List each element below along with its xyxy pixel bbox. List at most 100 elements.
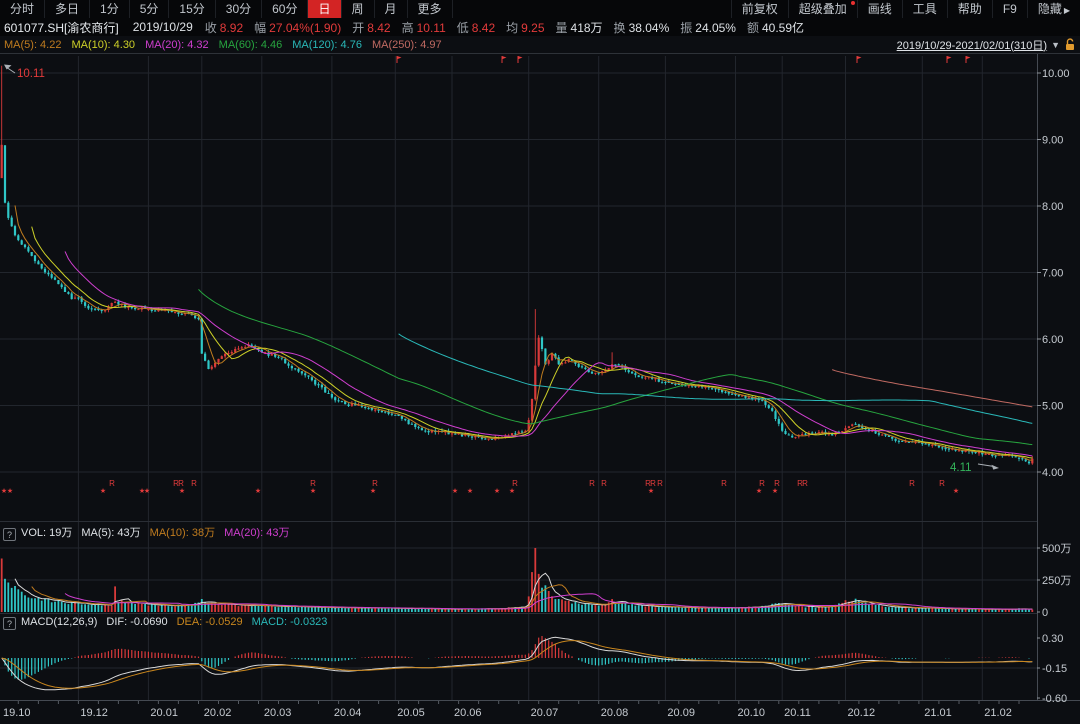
svg-text:R: R [191,479,197,488]
svg-text:R: R [512,479,518,488]
period-tab-1分[interactable]: 1分 [90,0,130,18]
svg-text:R: R [909,479,915,488]
ma-legend-item: MA(60): 4.46 [219,39,283,51]
right-axis-labels: 10.009.008.007.006.005.004.00500万250万00.… [1037,68,1071,705]
period-tab-周[interactable]: 周 [342,0,375,18]
svg-text:R: R [650,479,656,488]
svg-text:21.02: 21.02 [984,707,1012,719]
date-range-controls: 2019/10/29-2021/02/01(310日) ▼ [897,37,1076,53]
ma-legend-item: MA(20): 4.32 [145,39,209,51]
svg-text:★: ★ [7,487,13,495]
x-axis: 19.1019.1220.0120.0220.0320.0420.0520.06… [3,701,1019,719]
quote-field-value: 8.92 [220,21,243,35]
svg-text:9.00: 9.00 [1042,135,1063,147]
annotations: 10.114.11 [4,65,999,475]
svg-text:R: R [310,479,316,488]
quote-field-高: 高10.11 [402,21,446,35]
svg-text:R: R [802,479,808,488]
svg-text:20.12: 20.12 [848,707,876,719]
svg-text:8.00: 8.00 [1042,201,1063,213]
tool-button-帮助[interactable]: 帮助 [947,0,992,18]
svg-text:-0.60: -0.60 [1042,693,1067,705]
svg-text:★: ★ [370,487,376,495]
svg-text:★: ★ [452,487,458,495]
svg-text:★: ★ [648,487,654,495]
tool-button-画线[interactable]: 画线 [857,0,902,18]
quote-field-幅: 幅27.04%(1.90) [254,21,341,35]
quote-field-label: 振 [680,21,692,35]
svg-text:★: ★ [756,487,762,495]
quote-field-label: 收 [205,21,217,35]
svg-text:19.10: 19.10 [3,707,31,719]
svg-text:20.06: 20.06 [454,707,482,719]
period-tab-5分[interactable]: 5分 [130,0,170,18]
quote-field-额: 额40.59亿 [747,21,804,35]
svg-text:20.11: 20.11 [784,707,811,719]
period-tab-30分[interactable]: 30分 [216,0,262,18]
ma-legend-item: MA(120): 4.76 [292,39,362,51]
period-tab-多日[interactable]: 多日 [45,0,90,18]
svg-text:20.02: 20.02 [204,707,232,719]
svg-text:4.00: 4.00 [1042,467,1063,479]
svg-text:7.00: 7.00 [1042,268,1063,280]
macd-legend-item: DIF: -0.0690 [106,616,167,628]
chevron-down-icon[interactable]: ▼ [1051,40,1060,50]
svg-text:500万: 500万 [1042,543,1071,555]
macd-legend-item: DEA: -0.0529 [177,616,243,628]
svg-text:0.30: 0.30 [1042,633,1063,645]
notification-dot-icon [851,1,855,5]
svg-text:10.00: 10.00 [1042,68,1070,80]
tool-button-超级叠加[interactable]: 超级叠加 [788,0,857,18]
unlock-icon[interactable] [1064,38,1076,51]
tool-button-隐藏[interactable]: 隐藏▶ [1027,0,1080,18]
quote-field-换: 换38.04% [614,21,670,35]
svg-text:★: ★ [179,487,185,495]
period-tab-60分[interactable]: 60分 [262,0,308,18]
ma-legend-item: MA(250): 4.97 [372,39,442,51]
svg-text:20.09: 20.09 [667,707,695,719]
period-tab-月[interactable]: 月 [375,0,408,18]
quote-field-收: 收8.92 [205,21,243,35]
ma-legend-bar: MA(5): 4.22MA(10): 4.30MA(20): 4.32MA(60… [0,36,1080,53]
quote-field-value: 10.11 [417,21,446,35]
volume-legend-item: MA(20): 43万 [224,527,289,539]
svg-text:★: ★ [467,487,473,495]
quote-info-bar: 601077.SH[渝农商行] 2019/10/29 收8.92幅27.04%(… [0,18,1080,36]
svg-text:-0.15: -0.15 [1042,663,1067,675]
svg-text:★: ★ [310,487,316,495]
ma-lines [15,205,1032,460]
tool-buttons: 前复权超级叠加画线工具帮助F9隐藏▶ [731,0,1080,18]
svg-text:R: R [372,479,378,488]
svg-text:20.04: 20.04 [334,707,362,719]
tool-button-前复权[interactable]: 前复权 [731,0,788,18]
event-markers: ★★★★★★★★★★★★★★★★★RRRRRRRRRRRRRRRRRRR [1,56,971,495]
period-tab-15分[interactable]: 15分 [169,0,215,18]
help-icon[interactable]: ? [3,617,16,630]
tool-button-F9[interactable]: F9 [992,0,1027,18]
svg-text:R: R [601,479,607,488]
svg-text:R: R [657,479,663,488]
svg-text:★: ★ [144,487,150,495]
quote-field-label: 额 [747,21,759,35]
help-icon[interactable]: ? [3,528,16,541]
volume-ma-lines [15,573,1032,609]
period-tab-日[interactable]: 日 [308,0,341,18]
svg-text:0: 0 [1042,607,1048,619]
quote-field-label: 开 [352,21,364,35]
volume-pane-legend: ?VOL: 19万MA(5): 43万MA(10): 38万MA(20): 43… [3,524,299,541]
period-tab-更多[interactable]: 更多 [408,0,453,18]
quote-field-开: 开8.42 [352,21,390,35]
quote-field-value: 8.42 [472,21,495,35]
tool-button-工具[interactable]: 工具 [902,0,947,18]
quote-field-量: 量418万 [556,21,603,35]
candles [1,66,1034,465]
macd-plot [2,636,1033,690]
quote-field-value: 9.25 [521,21,544,35]
quote-field-低: 低8.42 [457,21,495,35]
date-range[interactable]: 2019/10/29-2021/02/01(310日) [897,37,1047,53]
svg-text:★: ★ [772,487,778,495]
period-tab-分时[interactable]: 分时 [0,0,45,18]
macd-legend-item: MACD: -0.0323 [252,616,328,628]
quote-field-value: 8.42 [367,21,390,35]
svg-text:R: R [759,479,765,488]
